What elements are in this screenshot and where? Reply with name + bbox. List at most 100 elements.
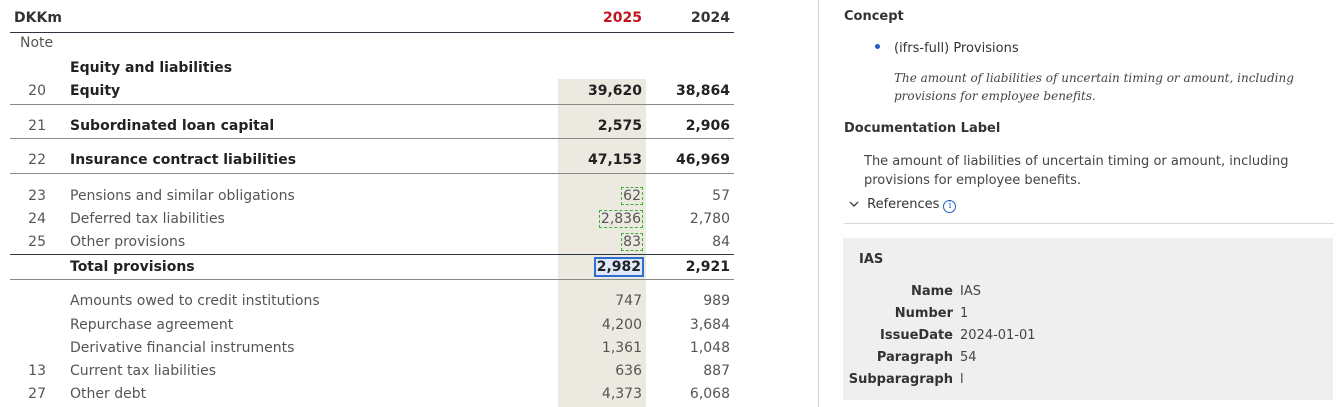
concept-heading: Concept [844, 9, 904, 24]
concept-name: (ifrs-full) Provisions [894, 41, 1019, 56]
row-label: Amounts owed to credit institutions [70, 293, 320, 309]
current-year-column-shade [558, 79, 646, 407]
header-divider [10, 32, 734, 33]
reference-key: Name [910, 284, 953, 299]
value-2024[interactable]: 989 [703, 293, 730, 309]
row-label: Subordinated loan capital [70, 118, 275, 134]
value-2024[interactable]: 2,921 [685, 259, 730, 275]
value-2024[interactable]: 887 [703, 363, 730, 379]
value-2025[interactable]: 39,620 [587, 83, 642, 99]
note-ref[interactable]: 22 [28, 152, 46, 168]
bullet-icon [875, 44, 880, 49]
references-toggle[interactable]: References i [849, 197, 957, 213]
column-header-2024: 2024 [691, 10, 730, 26]
value-2025[interactable]: 747 [615, 293, 642, 309]
reference-key: IssueDate [880, 328, 953, 343]
note-column-header: Note [20, 35, 54, 51]
row-label: Insurance contract liabilities [70, 152, 297, 168]
row-label: Pensions and similar obligations [70, 188, 295, 204]
note-ref[interactable]: 25 [28, 234, 46, 250]
table-row: 13 Current tax liabilities 636 887 [0, 360, 745, 382]
row-divider [10, 138, 734, 139]
value-2024[interactable]: 38,864 [675, 83, 730, 99]
reference-key: Number [894, 306, 953, 321]
value-2024[interactable]: 2,780 [689, 211, 730, 227]
table-row: 24 Deferred tax liabilities 2,836 2,780 [0, 208, 745, 230]
value-2025[interactable]: 636 [615, 363, 642, 379]
value-2025[interactable]: 47,153 [587, 152, 642, 168]
info-icon[interactable]: i [943, 200, 957, 213]
value-2024[interactable]: 3,684 [689, 317, 730, 333]
section-title: Equity and liabilities [70, 60, 233, 76]
reference-field: Number 1 [843, 304, 1333, 324]
reference-value: 2024-01-01 [960, 328, 1036, 343]
value-2025[interactable]: 1,361 [601, 340, 642, 356]
value-2025[interactable]: 4,373 [601, 386, 642, 402]
value-2025[interactable]: 2,575 [597, 118, 642, 134]
section-heading-row: Equity and liabilities [0, 57, 745, 79]
row-divider [10, 104, 734, 105]
reference-field: Name IAS [843, 282, 1333, 302]
row-label: Derivative financial instruments [70, 340, 295, 356]
panel-divider[interactable] [818, 0, 819, 407]
table-row: 25 Other provisions 83 84 [0, 231, 745, 253]
value-2024[interactable]: 57 [712, 188, 730, 204]
row-label: Current tax liabilities [70, 363, 217, 379]
value-2024[interactable]: 2,906 [685, 118, 730, 134]
table-row: 23 Pensions and similar obligations 62 5… [0, 185, 745, 207]
documentation-label-text: The amount of liabilities of uncertain t… [864, 154, 1289, 188]
chevron-down-icon[interactable] [849, 198, 863, 211]
documentation-label-heading: Documentation Label [844, 121, 1001, 136]
value-2025[interactable]: 4,200 [601, 317, 642, 333]
table-row: 21 Subordinated loan capital 2,575 2,906 [0, 115, 745, 137]
reference-card: IAS Name IAS Number 1 IssueDate 2024-01-… [843, 238, 1333, 400]
value-2024[interactable]: 46,969 [675, 152, 730, 168]
selected-fact[interactable]: 2,982 [593, 257, 645, 277]
note-ref[interactable]: 27 [28, 386, 46, 402]
reference-field: Paragraph 54 [843, 348, 1333, 368]
table-row: Amounts owed to credit institutions 747 … [0, 290, 745, 312]
note-ref[interactable]: 21 [28, 118, 46, 134]
row-divider [10, 254, 734, 255]
concept-definition: The amount of liabilities of uncertain t… [894, 71, 1294, 103]
value-2025[interactable]: 2,982 [560, 256, 645, 278]
concept-inspector-panel: Concept (ifrs-full) Provisions The amoun… [819, 0, 1336, 407]
tagged-fact[interactable]: 83 [621, 233, 643, 251]
reference-title: IAS [859, 252, 884, 267]
references-label[interactable]: References [867, 197, 940, 212]
tagged-fact[interactable]: 2,836 [598, 210, 644, 228]
reference-value: IAS [960, 284, 981, 299]
value-2024[interactable]: 84 [712, 234, 730, 250]
note-ref[interactable]: 23 [28, 188, 46, 204]
row-label: Deferred tax liabilities [70, 211, 225, 227]
reference-key: Subparagraph [848, 372, 953, 387]
row-divider [10, 173, 734, 174]
value-2024[interactable]: 1,048 [689, 340, 730, 356]
tagged-fact[interactable]: 62 [621, 187, 643, 205]
reference-field: Subparagraph l [843, 370, 1333, 390]
value-2025[interactable]: 2,836 [560, 208, 644, 230]
column-header-2025: 2025 [603, 10, 642, 26]
reference-field: IssueDate 2024-01-01 [843, 326, 1333, 346]
financial-table: DKKm 2025 2024 Note Equity and liabiliti… [0, 10, 745, 407]
row-divider [10, 279, 734, 280]
value-2025[interactable]: 83 [560, 231, 643, 253]
value-2025[interactable]: 62 [560, 185, 643, 207]
table-row: 22 Insurance contract liabilities 47,153… [0, 149, 745, 171]
table-row: Derivative financial instruments 1,361 1… [0, 337, 745, 359]
table-row: Repurchase agreement 4,200 3,684 [0, 314, 745, 336]
currency-label: DKKm [14, 10, 62, 26]
row-label: Other provisions [70, 234, 186, 250]
table-row: 27 Other debt 4,373 6,068 [0, 383, 745, 405]
row-label: Equity [70, 83, 121, 99]
note-ref[interactable]: 20 [28, 83, 46, 99]
reference-value: 54 [960, 350, 977, 365]
reference-value: 1 [960, 306, 969, 321]
table-row: 20 Equity 39,620 38,864 [0, 80, 745, 102]
note-ref[interactable]: 24 [28, 211, 46, 227]
value-2024[interactable]: 6,068 [689, 386, 730, 402]
row-label: Other debt [70, 386, 147, 402]
table-row-total: Total provisions 2,982 2,921 [0, 256, 745, 278]
row-label: Total provisions [70, 259, 195, 275]
note-ref[interactable]: 13 [28, 363, 46, 379]
